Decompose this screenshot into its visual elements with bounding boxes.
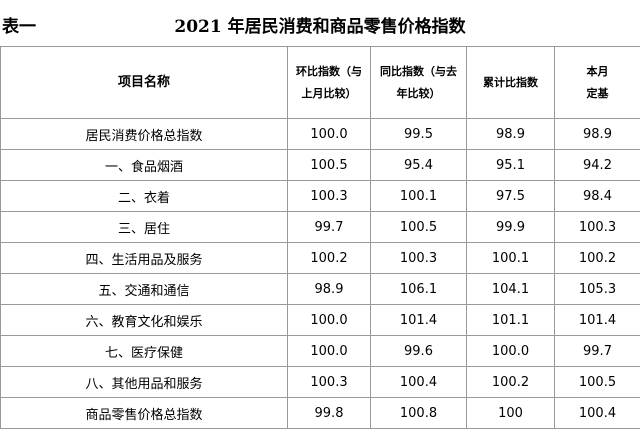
table-row: 三、居住 99.7 100.5 99.9 100.3: [0, 211, 640, 243]
header-line: 项目名称: [117, 74, 170, 90]
index-value: 101.1: [466, 304, 555, 336]
table-row: 四、生活用品及服务 100.2 100.3 100.1 100.2: [0, 242, 640, 274]
index-value: 100.8: [370, 397, 467, 429]
item-name: 七、医疗保健: [0, 335, 288, 367]
index-value: 98.9: [466, 118, 555, 150]
index-value: 101.4: [370, 304, 467, 336]
index-value: 100.3: [287, 366, 371, 398]
table-row: 七、医疗保健 100.0 99.6 100.0 99.7: [0, 335, 640, 367]
table-row: 六、教育文化和娱乐 100.0 101.4 101.1 101.4: [0, 304, 640, 336]
index-value: 94.2: [554, 149, 640, 181]
index-value: 99.7: [554, 335, 640, 367]
item-name: 居民消费价格总指数: [0, 118, 288, 150]
index-value: 99.7: [287, 211, 371, 243]
table-row: 一、食品烟酒 100.5 95.4 95.1 94.2: [0, 149, 640, 181]
item-name: 六、教育文化和娱乐: [0, 304, 288, 336]
column-header: 同比指数（与去 年比较）: [370, 46, 467, 119]
index-value: 100.0: [466, 335, 555, 367]
index-value: 100.3: [287, 180, 371, 212]
header-line: 同比指数（与去: [380, 64, 457, 78]
index-value: 100.3: [554, 211, 640, 243]
index-value: 99.8: [287, 397, 371, 429]
index-value: 100.0: [287, 335, 371, 367]
index-value: 99.9: [466, 211, 555, 243]
column-header: 本月 定基: [554, 46, 640, 119]
index-value: 98.9: [554, 118, 640, 150]
header-line: 年比较）: [396, 86, 441, 100]
index-value: 106.1: [370, 273, 467, 305]
column-header: 环比指数（与 上月比较）: [287, 46, 371, 119]
item-name: 一、食品烟酒: [0, 149, 288, 181]
item-name: 二、衣着: [0, 180, 288, 212]
index-value: 101.4: [554, 304, 640, 336]
index-value: 100.4: [554, 397, 640, 429]
column-header: 累计比指数: [466, 46, 555, 119]
index-value: 100.2: [466, 366, 555, 398]
index-value: 99.5: [370, 118, 467, 150]
column-header: 项目名称: [0, 46, 288, 119]
index-value: 98.9: [287, 273, 371, 305]
index-value: 100.3: [370, 242, 467, 274]
index-value: 95.1: [466, 149, 555, 181]
index-value: 105.3: [554, 273, 640, 305]
header-row: 项目名称 环比指数（与 上月比较） 同比指数（与去 年比较） 累计比指数 本月 定基: [0, 46, 640, 119]
index-value: 100.2: [287, 242, 371, 274]
index-value: 95.4: [370, 149, 467, 181]
table-row: 二、衣着 100.3 100.1 97.5 98.4: [0, 180, 640, 212]
price-index-table: 项目名称 环比指数（与 上月比较） 同比指数（与去 年比较） 累计比指数 本月 定基 居民消费…: [0, 46, 640, 429]
table-body: 居民消费价格总指数 100.0 99.5 98.9 98.9 一、食品烟酒 100.5 95.…: [0, 118, 640, 429]
index-value: 100.1: [370, 180, 467, 212]
index-value: 100.4: [370, 366, 467, 398]
header-line: 上月比较）: [301, 86, 357, 100]
table-row: 五、交通和通信 98.9 106.1 104.1 105.3: [0, 273, 640, 305]
table-label: 表一: [2, 17, 36, 37]
header-line: 本月: [586, 64, 609, 78]
item-name: 八、其他用品和服务: [0, 366, 288, 398]
index-value: 99.6: [370, 335, 467, 367]
index-value: 100.5: [287, 149, 371, 181]
index-value: 98.4: [554, 180, 640, 212]
index-value: 104.1: [466, 273, 555, 305]
index-value: 100.1: [466, 242, 555, 274]
table-row: 商品零售价格总指数 99.8 100.8 100 100.4: [0, 397, 640, 429]
header-line: 定基: [586, 86, 609, 100]
header-line: 累计比指数: [483, 75, 538, 89]
item-name: 四、生活用品及服务: [0, 242, 288, 274]
index-value: 100.5: [370, 211, 467, 243]
index-value: 100: [466, 397, 555, 429]
table-row: 居民消费价格总指数 100.0 99.5 98.9 98.9: [0, 118, 640, 150]
item-name: 五、交通和通信: [0, 273, 288, 305]
index-value: 97.5: [466, 180, 555, 212]
table-row: 八、其他用品和服务 100.3 100.4 100.2 100.5: [0, 366, 640, 398]
index-value: 100.2: [554, 242, 640, 274]
item-name: 三、居住: [0, 211, 288, 243]
index-value: 100.0: [287, 118, 371, 150]
table-title: 2021 年居民消费和商品零售价格指数: [174, 17, 466, 37]
index-value: 100.0: [287, 304, 371, 336]
index-value: 100.5: [554, 366, 640, 398]
header-line: 环比指数（与: [296, 64, 362, 78]
item-name: 商品零售价格总指数: [0, 397, 288, 429]
